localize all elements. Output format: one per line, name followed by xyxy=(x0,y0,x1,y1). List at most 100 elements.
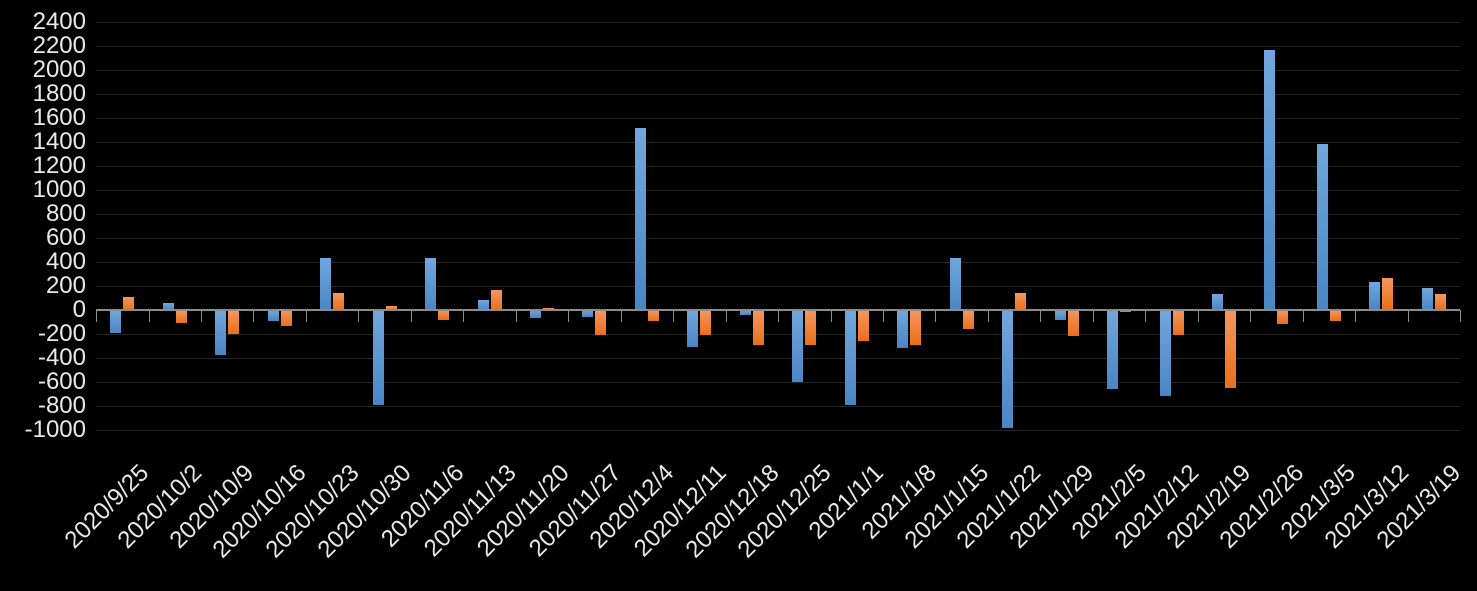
bar-orange-series xyxy=(123,297,135,310)
x-axis-tick xyxy=(515,310,517,322)
y-axis-tick-label: 2400 xyxy=(32,8,86,35)
y-axis-tick-label: 400 xyxy=(45,248,86,275)
bar-orange-series xyxy=(490,290,502,310)
x-axis-tick xyxy=(463,310,465,322)
y-axis-tick-label: -800 xyxy=(37,392,86,419)
y-axis-tick-label: 1600 xyxy=(32,104,86,131)
bar-orange-series xyxy=(542,307,554,310)
x-axis-tick xyxy=(253,310,255,322)
x-axis-tick xyxy=(568,310,570,322)
x-axis-tick xyxy=(1197,310,1199,322)
bar-orange-series xyxy=(700,310,712,336)
y-axis-tick-label: -1000 xyxy=(24,416,86,443)
y-axis-tick-label: -200 xyxy=(37,320,86,347)
y-axis-tick-label: 600 xyxy=(45,224,86,251)
gridline xyxy=(96,166,1460,167)
bar-blue-series xyxy=(477,299,489,310)
y-axis-tick-label: 200 xyxy=(45,272,86,299)
bar-orange-series xyxy=(1067,310,1079,337)
x-axis-tick xyxy=(305,310,307,322)
x-axis-tick xyxy=(1040,310,1042,322)
bar-blue-series xyxy=(425,257,436,310)
bar-blue-series xyxy=(215,310,227,355)
bar-orange-series xyxy=(752,310,764,346)
gridline xyxy=(96,46,1460,47)
bar-blue-series xyxy=(1054,310,1066,321)
x-axis-tick xyxy=(1460,310,1461,322)
bar-blue-series xyxy=(1002,310,1014,429)
bar-blue-series xyxy=(320,257,332,310)
gridline xyxy=(96,430,1460,431)
bar-orange-series xyxy=(962,310,974,330)
x-axis-tick xyxy=(96,310,97,322)
bar-orange-series xyxy=(333,292,345,310)
bar-orange-series xyxy=(595,310,607,335)
bar-orange-series xyxy=(1277,310,1289,325)
x-axis-tick xyxy=(358,310,360,322)
gridline xyxy=(96,286,1460,287)
gridline xyxy=(96,94,1460,95)
bar-blue-series xyxy=(110,310,122,334)
x-axis-tick xyxy=(987,310,989,322)
bar-blue-series xyxy=(162,303,174,310)
gridline xyxy=(96,262,1460,263)
x-axis-tick xyxy=(1355,310,1357,322)
bar-blue-series xyxy=(1421,288,1433,310)
bar-orange-series xyxy=(228,310,240,334)
x-axis-tick xyxy=(1145,310,1147,322)
gridline xyxy=(96,214,1460,215)
x-axis-tick xyxy=(1302,310,1304,322)
gridline xyxy=(96,118,1460,119)
y-axis-tick-label: -400 xyxy=(37,344,86,371)
bar-orange-series xyxy=(805,310,817,346)
y-axis-tick-label: 0 xyxy=(72,296,86,323)
bar-orange-series xyxy=(385,305,397,310)
gridline xyxy=(96,142,1460,143)
bar-blue-series xyxy=(1264,50,1276,310)
gridline xyxy=(96,70,1460,71)
y-axis-tick-label: -600 xyxy=(37,368,86,395)
x-axis-tick xyxy=(830,310,832,322)
x-axis-tick xyxy=(778,310,779,322)
bar-blue-series xyxy=(1107,310,1118,390)
y-axis-tick-label: 1800 xyxy=(32,80,86,107)
bar-orange-series xyxy=(647,310,659,322)
bar-blue-series xyxy=(897,310,909,348)
bar-blue-series xyxy=(1316,144,1328,310)
y-axis-tick-label: 2000 xyxy=(32,56,86,83)
bar-orange-series xyxy=(857,310,869,342)
bar-orange-series xyxy=(1224,310,1236,388)
bar-blue-series xyxy=(1369,281,1381,310)
y-axis-tick-label: 1200 xyxy=(32,152,86,179)
bar-blue-series xyxy=(1159,310,1171,397)
x-axis-tick xyxy=(725,310,727,322)
bar-blue-series xyxy=(739,310,751,315)
y-axis-tick-label: 1400 xyxy=(32,128,86,155)
bar-orange-series xyxy=(438,310,449,320)
x-axis-tick xyxy=(148,310,150,322)
bar-blue-series xyxy=(844,310,856,406)
bar-blue-series xyxy=(267,310,279,322)
gridline xyxy=(96,334,1460,335)
x-axis-tick xyxy=(935,310,937,322)
bar-orange-series xyxy=(175,310,187,324)
bar-orange-series xyxy=(1329,310,1341,321)
gridline xyxy=(96,406,1460,407)
x-axis-tick xyxy=(410,310,412,322)
bar-orange-series xyxy=(1172,310,1184,336)
bar-blue-series xyxy=(792,310,804,382)
gridline xyxy=(96,238,1460,239)
x-axis-tick xyxy=(1250,310,1252,322)
gridline xyxy=(96,358,1460,359)
x-axis-tick xyxy=(882,310,884,322)
y-axis-tick-label: 800 xyxy=(45,200,86,227)
bar-orange-series xyxy=(910,310,922,345)
bar-orange-series xyxy=(1015,292,1027,310)
gridline xyxy=(96,190,1460,191)
bar-blue-series xyxy=(529,310,541,319)
y-axis-tick-label: 1000 xyxy=(32,176,86,203)
x-axis-tick xyxy=(673,310,675,322)
y-axis-tick-label: 2200 xyxy=(32,32,86,59)
bar-orange-series xyxy=(280,310,292,326)
